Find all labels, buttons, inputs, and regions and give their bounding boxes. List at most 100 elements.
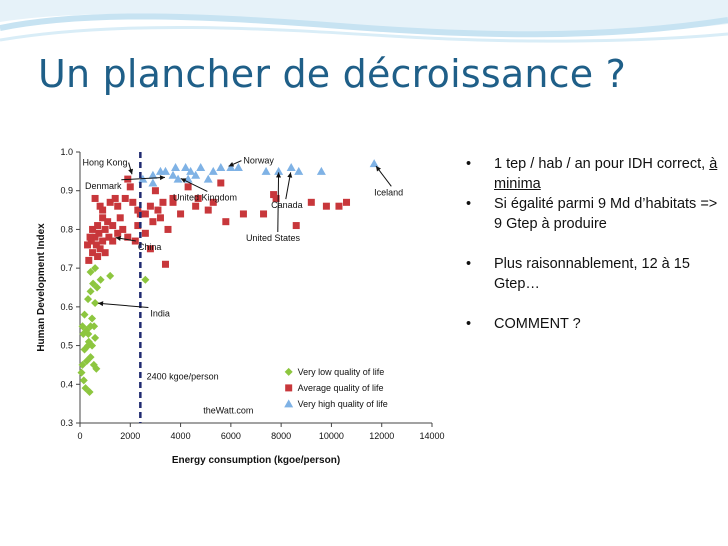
x-tick-label: 12000 <box>369 431 394 441</box>
bullet-item: • COMMENT ? <box>462 314 722 334</box>
data-point-square <box>141 229 149 237</box>
data-point-square <box>94 222 102 230</box>
y-tick-label: 0.8 <box>60 224 73 234</box>
annotation-label: United States <box>246 233 301 243</box>
data-point-diamond <box>86 287 95 296</box>
data-point-diamond <box>90 322 99 331</box>
data-point-diamond <box>84 337 93 346</box>
data-point-square <box>141 210 149 218</box>
data-point-triangle <box>148 170 158 179</box>
header-swoosh <box>0 0 728 43</box>
data-point-triangle <box>294 166 304 175</box>
data-point-triangle <box>208 166 218 175</box>
data-point-square <box>124 233 132 241</box>
annotation-label: United Kingdom <box>173 192 237 202</box>
data-point-square <box>92 241 100 249</box>
x-tick-label: 4000 <box>171 431 191 441</box>
bullet-item: • Plus raisonnablement, 12 à 15 Gtep… <box>462 254 722 294</box>
data-point-square <box>99 237 107 245</box>
data-point-square <box>109 237 117 245</box>
data-point-diamond <box>89 360 98 369</box>
data-point-square <box>343 198 351 206</box>
data-point-square <box>91 194 99 202</box>
data-point-square <box>101 249 109 257</box>
annotation-arrowhead <box>276 172 282 178</box>
bullet-text-underlined: à minima <box>494 156 718 192</box>
data-point-square <box>91 233 99 241</box>
bullet-marker: • <box>466 156 472 172</box>
legend-label: Very high quality of life <box>298 399 388 409</box>
data-point-triangle <box>148 178 158 187</box>
annotation-arrowhead <box>287 172 293 178</box>
data-point-square <box>322 202 330 210</box>
data-point-square <box>85 256 93 264</box>
data-point-square <box>94 253 102 261</box>
data-point-diamond <box>91 333 100 342</box>
bullet-item: • 1 tep / hab / an pour IDH correct, à mi… <box>462 154 722 194</box>
data-point-diamond <box>106 271 115 280</box>
data-point-diamond <box>82 357 91 366</box>
data-point-square <box>106 198 114 206</box>
data-point-square <box>169 194 177 202</box>
y-tick-label: 0.9 <box>60 186 73 196</box>
x-tick-label: 6000 <box>221 431 241 441</box>
data-point-square <box>156 214 164 222</box>
data-point-square <box>161 260 169 268</box>
x-tick-label: 8000 <box>271 431 291 441</box>
data-point-square <box>121 194 129 202</box>
data-point-diamond <box>84 329 93 338</box>
legend-marker-triangle <box>284 399 294 408</box>
annotation-leader-line <box>98 302 149 309</box>
data-point-diamond <box>92 364 101 373</box>
annotation-arrowhead <box>115 235 121 241</box>
data-point-diamond <box>86 353 95 362</box>
annotation-arrowhead <box>159 175 166 181</box>
data-point-diamond <box>78 322 87 331</box>
data-point-triangle <box>261 166 271 175</box>
annotation-label: Norway <box>243 156 274 166</box>
data-point-triangle <box>316 166 326 175</box>
slide-title: Un plancher de décroissance ? <box>38 52 626 96</box>
x-tick-label: 10000 <box>319 431 344 441</box>
hdi-energy-scatter-chart: 0 2000 4000 6000 8000 10000 12000 14000 0.3 0.4 0.… <box>36 147 445 466</box>
data-point-square <box>87 237 95 245</box>
series-square <box>84 175 351 268</box>
y-tick-label: 0.3 <box>60 418 73 428</box>
x-tick-label: 0 <box>77 431 82 441</box>
data-point-square <box>104 218 112 226</box>
legend-marker-diamond <box>284 367 293 376</box>
data-point-diamond <box>91 264 100 273</box>
data-point-square <box>96 245 104 253</box>
data-point-diamond <box>84 295 93 304</box>
data-point-square <box>109 222 117 230</box>
chart-panel: 0 2000 4000 6000 8000 10000 12000 14000 0.3 0.4 0.… <box>30 140 455 472</box>
data-point-square <box>154 206 162 214</box>
data-point-diamond <box>81 384 90 393</box>
data-point-square <box>209 198 217 206</box>
data-point-triangle <box>173 174 183 183</box>
data-point-triangle <box>186 166 196 175</box>
data-point-square <box>164 225 172 233</box>
data-point-square <box>194 194 202 202</box>
y-tick-label: 0.7 <box>60 263 73 273</box>
data-point-triangle <box>196 162 206 171</box>
data-point-triangle <box>171 162 181 171</box>
data-point-triangle <box>181 162 191 171</box>
annotation-arrowhead <box>180 178 187 183</box>
series-triangle <box>138 159 379 187</box>
legend-label: Average quality of life <box>298 383 384 393</box>
data-point-triangle <box>274 166 284 175</box>
bullet-list: • 1 tep / hab / an pour IDH correct, à mi… <box>462 154 722 334</box>
data-point-square <box>239 210 247 218</box>
annotation-arrowhead <box>128 168 134 175</box>
series-diamond <box>77 264 150 397</box>
bullet-marker: • <box>466 256 472 272</box>
data-point-diamond <box>88 341 97 350</box>
data-point-square <box>146 202 154 210</box>
data-point-square <box>146 245 154 253</box>
data-point-square <box>89 225 97 233</box>
annotation-label: Denmark <box>85 181 122 191</box>
data-point-square <box>105 233 113 241</box>
data-point-diamond <box>93 283 102 292</box>
data-point-square <box>335 202 343 210</box>
